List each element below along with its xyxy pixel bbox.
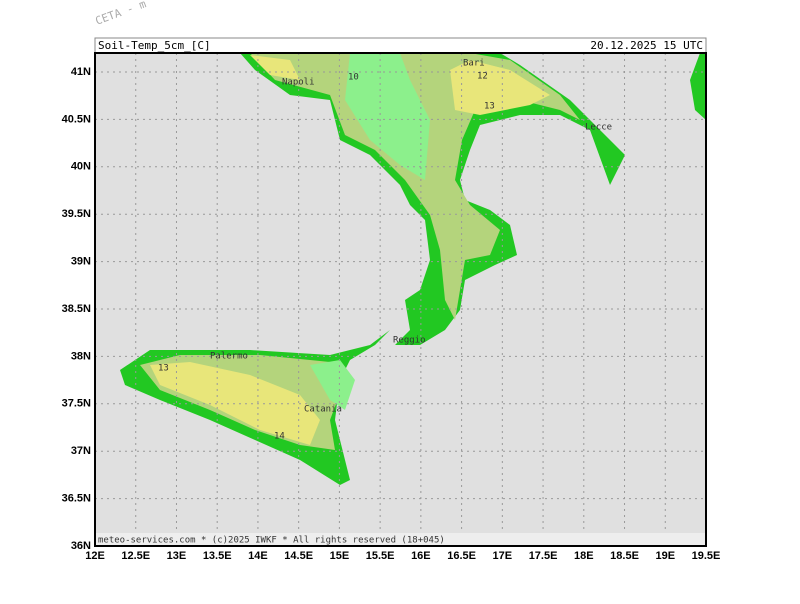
place-label: Lecce [585,123,612,133]
lon-tick-label: 13E [167,550,187,562]
lon-tick-label: 16.5E [447,550,476,562]
sicily-light [310,360,355,410]
lon-tick-label: 16E [411,550,431,562]
field-yellow [450,60,550,115]
place-label: Palermo [210,352,248,362]
lat-tick-label: 38N [71,350,91,362]
contour-label: 13 [484,102,495,112]
contour-label: 13 [158,364,169,374]
field-olive [250,53,580,320]
balkan-coast [690,53,706,120]
map-title: Soil-Temp_5cm_[C] [98,39,211,52]
field-light [345,53,430,180]
lon-tick-label: 12E [85,550,105,562]
contour-label: 12 [477,72,488,82]
contour-label: 10 [348,73,359,83]
place-label: Reggio [393,336,426,346]
lon-tick-label: 15E [330,550,350,562]
field-yellow [250,55,300,80]
watermark: CETA - m [94,0,149,28]
place-label: Napoli [282,78,315,88]
place-label: Catania [304,405,342,415]
lon-tick-label: 17E [493,550,513,562]
lon-tick-label: 17.5E [529,550,558,562]
lat-tick-label: 40.5N [62,113,91,125]
lon-tick-label: 14E [248,550,268,562]
lat-tick-label: 40N [71,161,91,173]
timestamp: 20.12.2025 15 UTC [590,39,703,52]
lat-tick-label: 37.5N [62,398,91,410]
lat-tick-label: 37N [71,445,91,457]
lon-tick-label: 18E [574,550,594,562]
footer-strip [95,533,706,546]
contour-label: 14 [274,432,285,442]
lat-tick-label: 36N [71,540,91,552]
lon-tick-label: 13.5E [203,550,232,562]
lat-tick-label: 39N [71,256,91,268]
lon-tick-label: 15.5E [366,550,395,562]
lon-tick-label: 19.5E [692,550,721,562]
lon-tick-label: 18.5E [610,550,639,562]
lat-tick-label: 41N [71,66,91,78]
plot-frame [94,52,707,547]
lon-tick-label: 19E [655,550,675,562]
place-label: Bari [463,59,485,69]
lat-tick-label: 39.5N [62,208,91,220]
footer-credit: meteo-services.com * (c)2025 IWKF * All … [98,536,445,546]
lat-tick-label: 38.5N [62,303,91,315]
lat-tick-label: 36.5N [62,493,91,505]
lon-tick-label: 12.5E [121,550,150,562]
lon-tick-label: 14.5E [284,550,313,562]
